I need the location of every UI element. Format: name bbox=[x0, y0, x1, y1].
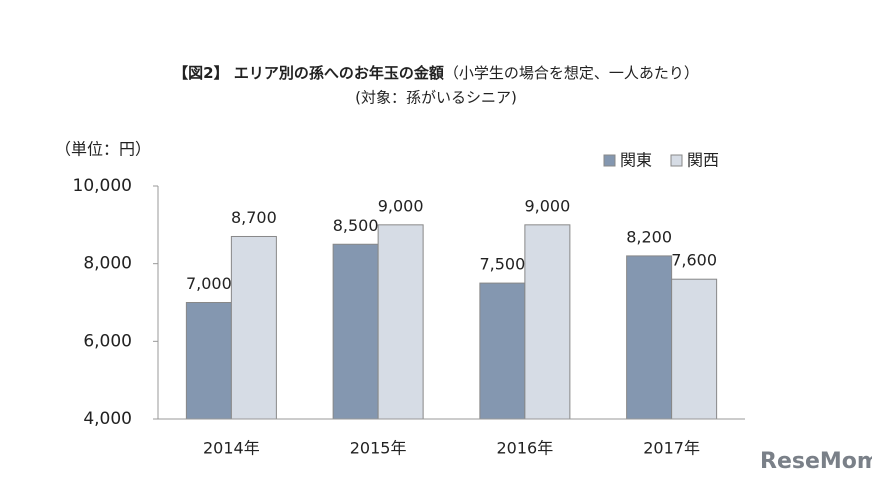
x-tick-label: 2016年 bbox=[497, 439, 554, 458]
x-tick-label: 2015年 bbox=[350, 439, 407, 458]
x-tick-label: 2014年 bbox=[203, 439, 260, 458]
value-label: 8,700 bbox=[231, 208, 277, 227]
y-tick-label: 4,000 bbox=[83, 409, 132, 429]
value-label: 9,000 bbox=[378, 196, 424, 215]
legend-label: 関西 bbox=[687, 151, 719, 170]
title-note: （小学生の場合を想定、一人あたり） bbox=[444, 64, 699, 82]
bar bbox=[479, 282, 526, 420]
bar bbox=[230, 235, 277, 420]
chart-subtitle: (対象：孫がいるシニア) bbox=[355, 89, 517, 107]
bar bbox=[377, 224, 424, 420]
value-label: 7,000 bbox=[186, 274, 232, 293]
bar bbox=[524, 224, 571, 420]
legend-swatch bbox=[603, 154, 616, 167]
value-label: 8,200 bbox=[626, 227, 672, 246]
y-axis-label: （単位：円） bbox=[55, 140, 151, 159]
value-label: 7,500 bbox=[479, 255, 525, 274]
title-main: 【図2】 エリア別の孫へのお年玉の金額 bbox=[173, 64, 444, 82]
chart-title: 【図2】 エリア別の孫へのお年玉の金額（小学生の場合を想定、一人あたり） bbox=[173, 64, 699, 82]
legend-swatch bbox=[670, 154, 683, 167]
bar bbox=[626, 255, 673, 420]
x-tick-label: 2017年 bbox=[643, 439, 700, 458]
watermark: ReseMom bbox=[760, 449, 872, 474]
bar bbox=[185, 302, 232, 420]
bar bbox=[332, 243, 379, 420]
value-label: 7,600 bbox=[671, 251, 717, 270]
bar bbox=[671, 278, 718, 420]
value-label: 9,000 bbox=[524, 196, 570, 215]
legend-label: 関東 bbox=[620, 151, 652, 170]
y-tick-label: 8,000 bbox=[83, 254, 132, 274]
value-label: 8,500 bbox=[333, 216, 379, 235]
y-tick-label: 6,000 bbox=[83, 331, 132, 351]
y-tick-label: 10,000 bbox=[73, 176, 132, 196]
